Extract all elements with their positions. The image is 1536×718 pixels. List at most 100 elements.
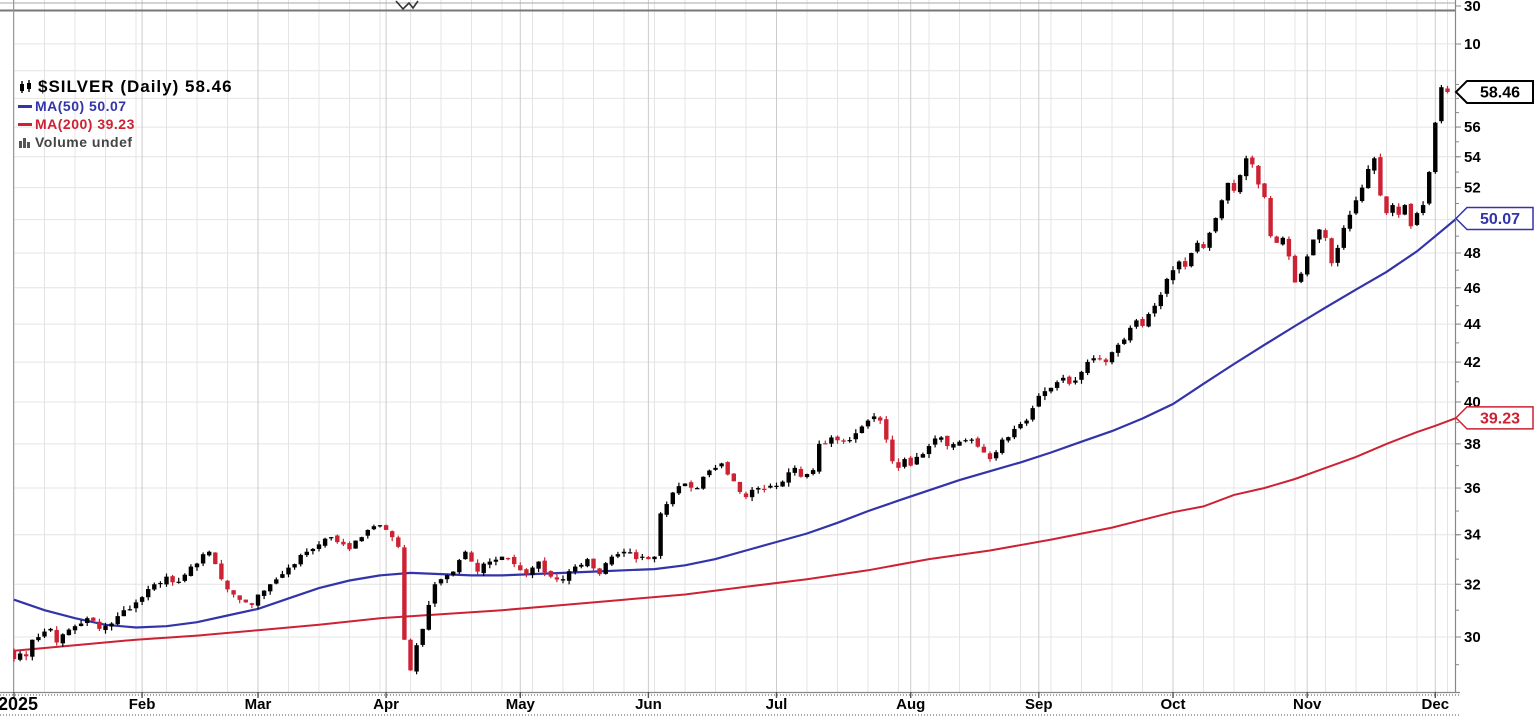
candle-body <box>591 558 596 569</box>
candle-body <box>1384 196 1389 214</box>
candle-body <box>743 493 749 498</box>
candle-body <box>524 569 529 575</box>
candle-body <box>1018 423 1023 429</box>
candle-body <box>353 540 358 549</box>
candle-body <box>1012 428 1017 438</box>
candle-body <box>597 568 602 575</box>
price-callout-label: 39.23 <box>1480 410 1520 427</box>
candle-body <box>377 525 383 527</box>
candle-body <box>981 446 987 453</box>
candle-body <box>1225 182 1231 201</box>
candle-body <box>1329 238 1334 264</box>
candle-body <box>42 631 47 637</box>
year-label: 2025 <box>0 694 38 714</box>
candle-body <box>1152 305 1157 314</box>
candle-body <box>36 637 41 641</box>
candle-body <box>762 488 767 490</box>
candle-body <box>408 639 413 671</box>
candle-body <box>640 556 645 558</box>
candle-body <box>957 441 962 446</box>
candle-body <box>707 470 712 476</box>
candle-body <box>48 628 53 631</box>
candle-body <box>902 459 907 467</box>
candle-body <box>1366 168 1371 189</box>
candle-body <box>786 472 791 483</box>
candle-body <box>170 576 175 583</box>
candle-body <box>13 650 17 660</box>
candle-body <box>963 440 968 442</box>
candle-body <box>261 590 267 596</box>
price-tick-label: 48 <box>1464 245 1481 262</box>
candle-body <box>969 439 974 441</box>
candle-body <box>451 571 456 576</box>
candle-body <box>1207 232 1212 248</box>
candle-body <box>487 561 492 565</box>
candle-body <box>1311 239 1316 256</box>
candle-body <box>1176 261 1182 270</box>
candle-body <box>1201 244 1206 248</box>
price-tick-label: 38 <box>1464 436 1481 453</box>
candle-body <box>152 584 157 590</box>
candle-body <box>871 416 877 420</box>
candle-body <box>322 538 328 546</box>
candle-body <box>200 554 206 564</box>
candle-body <box>1183 261 1188 267</box>
candle-body <box>920 454 926 458</box>
candle-body <box>603 563 608 574</box>
candle-body <box>713 467 718 470</box>
candle-body <box>280 574 285 578</box>
candle-body <box>396 537 401 547</box>
candle-body <box>1103 359 1109 363</box>
candle-body <box>1170 270 1176 281</box>
month-label: May <box>506 696 536 713</box>
candle-body <box>731 473 736 482</box>
price-callouts-layer: 58.46 50.07 39.23 <box>1454 79 1534 430</box>
candle-body <box>853 433 858 440</box>
candle-body <box>1347 214 1353 229</box>
candle-body <box>695 488 700 490</box>
candle-body <box>579 564 584 567</box>
candle-body <box>1353 200 1359 214</box>
month-label: Apr <box>373 696 399 713</box>
candle-body <box>945 435 950 447</box>
upper-pane-tick-label: 10 <box>1464 36 1481 53</box>
candle-body <box>804 474 810 478</box>
candle-body <box>1024 420 1029 424</box>
candle-body <box>1317 229 1322 240</box>
candle-body <box>329 537 334 539</box>
candle-body <box>768 485 773 488</box>
candle-body <box>554 577 560 580</box>
candle-body <box>219 563 224 580</box>
candle-body <box>347 543 352 550</box>
candle-body <box>1140 319 1145 326</box>
candle-body <box>1061 377 1066 381</box>
candle-body <box>1036 395 1041 407</box>
candle-body <box>1359 187 1365 201</box>
candle-body <box>1280 237 1285 245</box>
candle-body <box>1378 157 1383 196</box>
candle-body <box>469 552 474 562</box>
candle-body <box>658 513 663 556</box>
candle-body <box>573 566 578 572</box>
candle-body <box>24 654 29 657</box>
candle-body <box>499 556 505 561</box>
candle-body <box>176 581 181 583</box>
candle-body <box>432 584 438 604</box>
candle-body <box>365 529 370 536</box>
candle-body <box>268 584 273 592</box>
candle-body <box>823 443 828 445</box>
candle-body <box>756 488 761 490</box>
candle-body <box>1079 371 1084 380</box>
candle-body <box>146 589 151 598</box>
candle-body <box>884 419 889 440</box>
candle-body <box>1433 122 1438 173</box>
price-tick-label: 56 <box>1464 119 1481 136</box>
candle-body <box>859 426 865 434</box>
candle-body <box>725 462 730 475</box>
candle-body <box>194 563 200 568</box>
candle-body <box>908 457 913 466</box>
candle-body <box>975 438 980 447</box>
upper-pane-tick-label: 30 <box>1464 0 1481 15</box>
candle-body <box>670 492 675 505</box>
